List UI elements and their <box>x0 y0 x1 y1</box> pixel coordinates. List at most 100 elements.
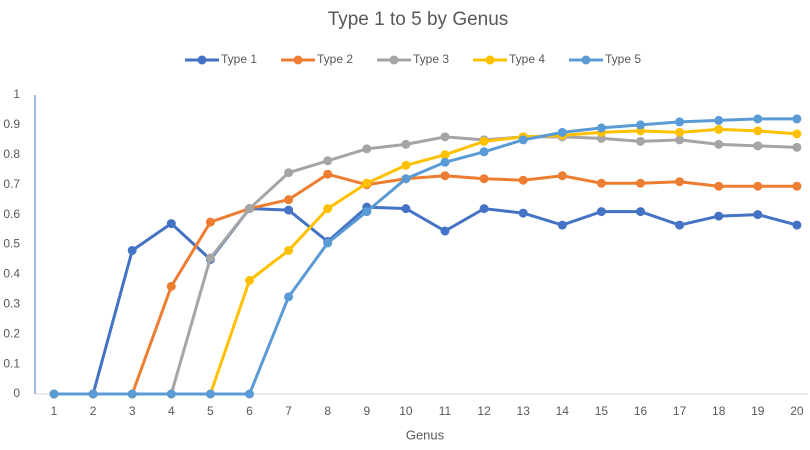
point <box>636 207 645 217</box>
point <box>440 150 450 160</box>
series-line <box>54 205 798 396</box>
series-line <box>54 135 797 396</box>
x-tick-label: 16 <box>634 404 648 418</box>
point <box>323 238 333 248</box>
point <box>245 204 254 214</box>
point <box>479 147 489 157</box>
point <box>49 389 59 399</box>
y-tick-label: 0.2 <box>3 326 20 340</box>
x-tick-label: 19 <box>751 404 765 418</box>
series-line <box>54 117 797 396</box>
x-tick-label: 14 <box>556 404 570 418</box>
point <box>479 174 489 184</box>
point <box>753 141 763 151</box>
point <box>636 136 645 146</box>
point <box>518 135 528 145</box>
point <box>792 142 802 152</box>
series-line <box>54 172 797 396</box>
point <box>440 226 450 236</box>
point <box>440 171 450 181</box>
x-tick-label: 9 <box>363 404 370 418</box>
x-tick-label: 12 <box>477 404 491 418</box>
point <box>596 178 606 188</box>
point <box>675 127 685 137</box>
point <box>401 160 411 170</box>
point <box>245 275 254 285</box>
point <box>596 207 606 217</box>
point <box>792 220 802 230</box>
point <box>714 139 724 149</box>
legend-marker <box>293 55 303 65</box>
x-tick-label: 8 <box>324 404 331 418</box>
y-tick-label: 0.9 <box>3 117 20 131</box>
y-tick-label: 0.3 <box>3 296 20 310</box>
point <box>284 205 294 215</box>
legend-label: Type 2 <box>317 52 353 66</box>
point <box>518 208 528 218</box>
point <box>479 136 489 146</box>
point <box>675 117 685 127</box>
x-tick-label: 5 <box>207 404 214 418</box>
point <box>675 177 685 187</box>
point <box>792 129 802 139</box>
x-tick-label: 17 <box>673 404 687 418</box>
y-tick-label: 0.5 <box>3 237 20 251</box>
y-tick-label: 1 <box>13 87 20 101</box>
x-tick-label: 4 <box>168 404 175 418</box>
point <box>714 181 724 191</box>
point <box>557 127 567 137</box>
chart-title: Type 1 to 5 by Genus <box>328 9 509 30</box>
point <box>401 204 411 214</box>
point <box>205 253 215 263</box>
x-tick-label: 20 <box>790 404 804 418</box>
point <box>205 389 215 399</box>
point <box>284 168 294 178</box>
point <box>440 132 450 142</box>
legend-marker <box>197 55 207 65</box>
y-tick-label: 0.4 <box>3 267 20 281</box>
point <box>636 178 645 188</box>
y-tick-label: 0.8 <box>3 147 20 161</box>
point <box>675 135 685 145</box>
point <box>557 171 567 181</box>
point <box>166 389 176 399</box>
point <box>479 204 489 214</box>
point <box>323 169 333 179</box>
y-tick-label: 0.7 <box>3 177 20 191</box>
point <box>596 123 606 133</box>
x-tick-label: 11 <box>439 404 452 418</box>
y-tick-label: 0.6 <box>3 207 20 221</box>
point <box>362 178 372 188</box>
legend-marker <box>389 55 399 65</box>
x-tick-label: 10 <box>399 404 413 418</box>
legend-marker <box>485 55 495 65</box>
x-tick-label: 6 <box>246 404 253 418</box>
x-tick-label: 7 <box>285 404 292 418</box>
point <box>636 120 645 130</box>
point <box>401 139 411 149</box>
point <box>127 245 137 255</box>
point <box>518 175 528 185</box>
point <box>284 245 294 255</box>
point <box>362 207 372 217</box>
point <box>284 195 294 205</box>
point <box>792 114 802 124</box>
legend-label: Type 4 <box>509 52 545 66</box>
point <box>753 181 763 191</box>
legend-label: Type 5 <box>605 52 641 66</box>
point <box>440 157 450 167</box>
point <box>714 124 724 134</box>
x-tick-label: 2 <box>90 404 97 418</box>
legend-label: Type 1 <box>221 52 257 66</box>
point <box>675 220 685 230</box>
point <box>753 114 763 124</box>
point <box>166 219 176 229</box>
point <box>245 389 254 399</box>
x-tick-label: 3 <box>129 404 136 418</box>
x-tick-label: 13 <box>517 404 531 418</box>
point <box>557 220 567 230</box>
legend-marker <box>581 55 591 65</box>
point <box>792 181 802 191</box>
y-tick-label: 0 <box>13 386 20 400</box>
